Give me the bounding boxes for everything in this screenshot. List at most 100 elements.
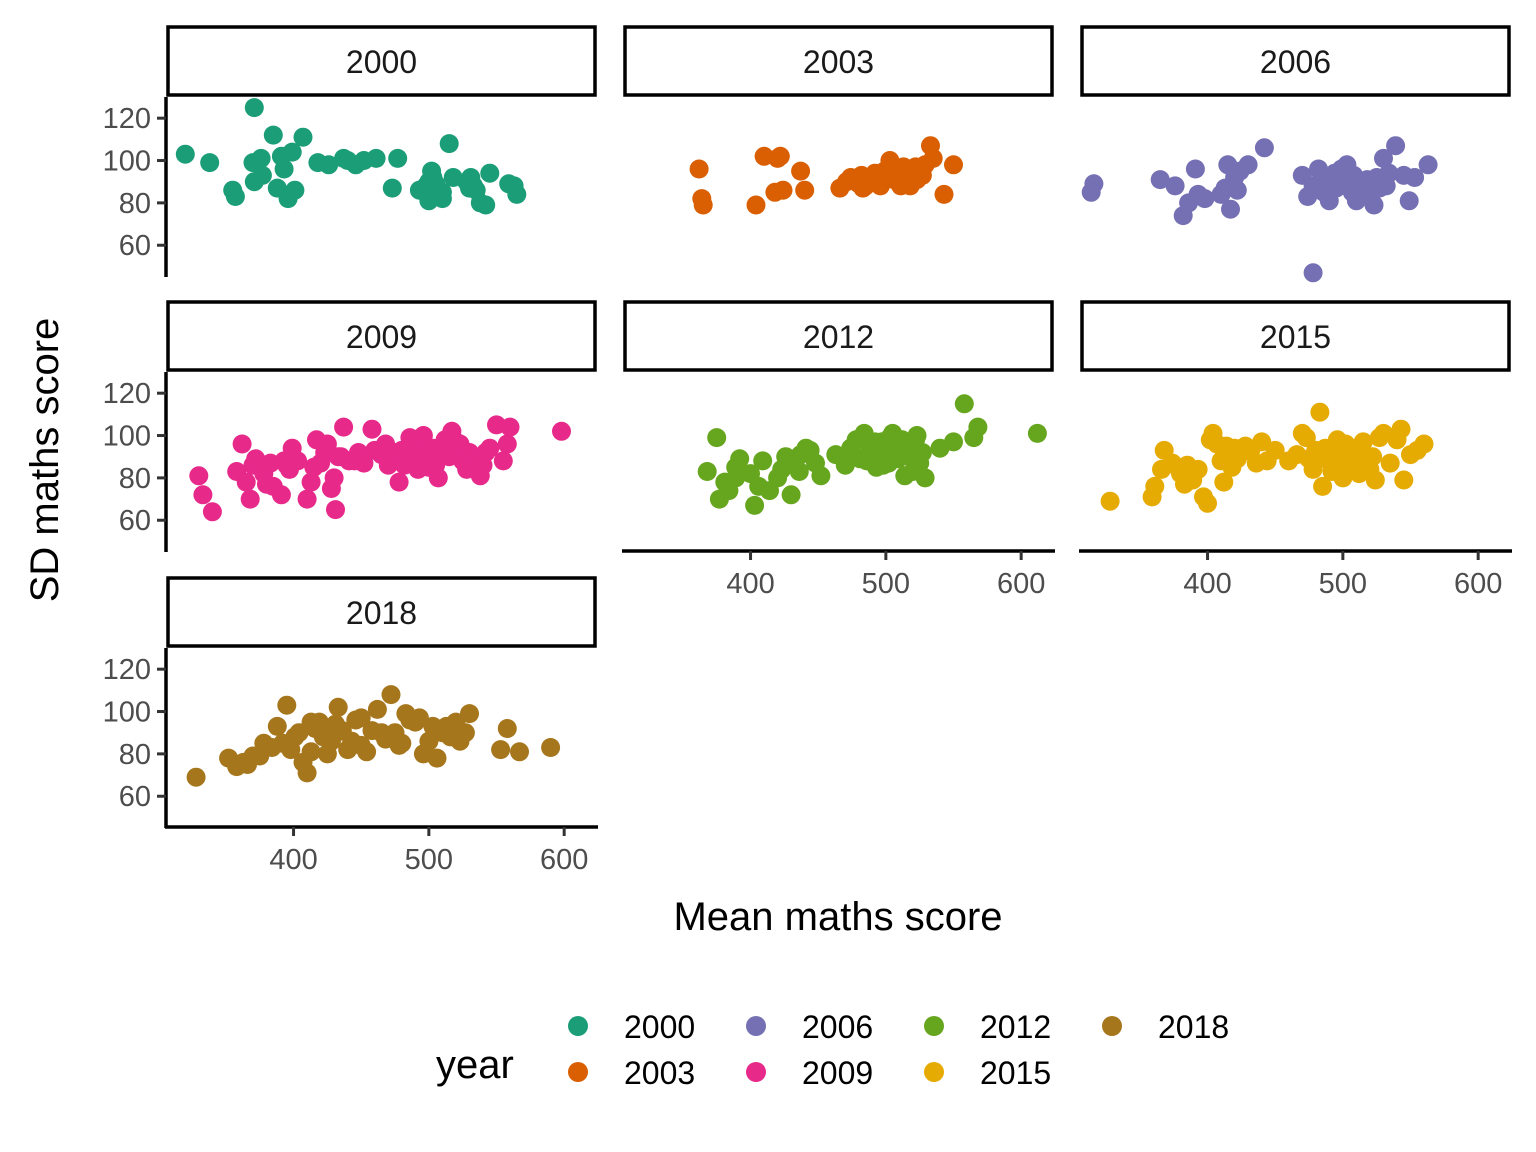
facet-panel-2018: 2018 60 80 100 120 400 500 600 xyxy=(103,576,598,876)
point-2009-74 xyxy=(493,451,513,471)
facet-strip-2000 xyxy=(166,25,597,97)
legend-key-2012 xyxy=(924,1016,944,1036)
point-2000-45 xyxy=(466,180,486,200)
point-2006-2 xyxy=(1150,170,1170,190)
point-2018-32 xyxy=(367,699,387,719)
point-2018-35 xyxy=(381,685,401,705)
facet-panel-2012: 2012 400 500 600 xyxy=(622,300,1055,600)
point-2006-46 xyxy=(1374,148,1393,168)
point-2018-56 xyxy=(510,742,529,762)
point-2000-5 xyxy=(263,125,283,145)
point-2003-3 xyxy=(746,195,766,215)
point-2006-14 xyxy=(1227,180,1247,200)
point-2009-36 xyxy=(362,419,382,439)
point-2006-53 xyxy=(1303,263,1323,283)
point-2012-0 xyxy=(697,462,717,481)
facet-strip-label-2006: 2006 xyxy=(1260,44,1331,80)
facet-strip-2018 xyxy=(166,576,597,648)
y-tick-label-2009-120: 120 xyxy=(103,378,151,410)
point-2012-54 xyxy=(944,432,963,452)
point-2009-8 xyxy=(246,449,266,469)
point-2003-10 xyxy=(795,180,815,200)
point-2006-3 xyxy=(1165,176,1185,196)
point-2003-0 xyxy=(689,159,709,179)
point-2018-44 xyxy=(419,731,439,751)
point-2009-27 xyxy=(324,468,344,488)
point-2009-20 xyxy=(301,472,321,492)
point-2009-6 xyxy=(240,489,260,509)
point-2018-54 xyxy=(491,740,511,760)
point-2015-47 xyxy=(1333,468,1353,488)
y-tick-label-2009-60: 60 xyxy=(119,505,151,537)
point-2018-60 xyxy=(351,735,371,755)
point-2012-57 xyxy=(968,417,988,437)
x-tick-label-2012-500: 500 xyxy=(862,568,910,600)
point-2009-77 xyxy=(552,421,571,441)
legend-label-2012: 2012 xyxy=(980,1009,1051,1045)
legend-key-2003 xyxy=(568,1062,588,1082)
point-2012-52 xyxy=(915,468,935,488)
facet-panel-2006: 2006 xyxy=(1080,25,1511,283)
point-2015-58 xyxy=(1365,470,1385,490)
point-2000-10 xyxy=(293,127,313,147)
y-tick-label-2000-80: 80 xyxy=(119,188,151,220)
point-2003-2 xyxy=(693,195,713,215)
point-2018-52 xyxy=(455,723,475,743)
point-2006-6 xyxy=(1185,159,1205,179)
point-2009-25 xyxy=(317,434,337,454)
facet-panel-2000: 2000 60 80 100 120 xyxy=(103,25,597,277)
point-2018-58 xyxy=(301,712,321,732)
x-tick-label-2012-600: 600 xyxy=(997,568,1045,600)
point-2000-19 xyxy=(439,134,459,154)
point-2018-57 xyxy=(541,738,561,757)
point-2015-68 xyxy=(1303,459,1323,479)
point-2000-17 xyxy=(366,148,386,168)
point-2009-76 xyxy=(500,417,520,437)
facet-panel-2009: 2009 60 80 100 120 xyxy=(103,300,597,552)
point-2000-1 xyxy=(200,153,220,173)
point-2015-54 xyxy=(1353,432,1373,452)
point-2009-75 xyxy=(497,434,517,454)
point-2006-51 xyxy=(1405,168,1425,187)
x-tick-label-2015-400: 400 xyxy=(1183,568,1231,600)
point-2012-8 xyxy=(745,495,765,515)
point-2009-5 xyxy=(236,472,256,492)
y-tick-label-2018-80: 80 xyxy=(119,739,151,771)
point-2006-54 xyxy=(1376,176,1396,196)
point-2000-18 xyxy=(388,148,408,168)
point-2018-38 xyxy=(392,733,412,753)
point-2015-11 xyxy=(1188,459,1208,479)
facet-strip-2003 xyxy=(623,25,1054,97)
y-tick-label-2018-120: 120 xyxy=(103,654,151,686)
point-2003-38 xyxy=(923,148,943,168)
point-2015-67 xyxy=(1414,434,1434,454)
x-tick-label-2015-500: 500 xyxy=(1319,568,1367,600)
point-2003-7 xyxy=(770,146,790,166)
point-2000-9 xyxy=(285,180,305,200)
point-2006-48 xyxy=(1386,136,1406,156)
point-2000-35 xyxy=(476,195,496,215)
facet-strip-label-2003: 2003 xyxy=(803,44,874,80)
y-tick-label-2009-80: 80 xyxy=(119,463,151,495)
facet-strip-label-2018: 2018 xyxy=(346,595,417,631)
legend-label-2018: 2018 xyxy=(1158,1009,1229,1045)
point-2018-59 xyxy=(324,725,344,745)
legend-key-2009 xyxy=(746,1062,766,1082)
x-axis-title: Mean maths score xyxy=(673,895,1002,939)
point-2018-16 xyxy=(297,763,317,783)
point-2000-12 xyxy=(319,155,339,175)
y-tick-label-2009-100: 100 xyxy=(103,421,151,453)
point-2018-42 xyxy=(409,708,429,728)
x-tick-label-2012-400: 400 xyxy=(726,568,774,600)
point-2006-43 xyxy=(1364,195,1384,215)
point-2018-53 xyxy=(460,704,479,724)
point-2015-30 xyxy=(1265,440,1285,460)
point-2009-13 xyxy=(271,485,291,505)
point-2015-18 xyxy=(1214,472,1234,492)
point-2018-55 xyxy=(497,719,517,738)
point-2012-51 xyxy=(912,443,932,462)
point-2018-46 xyxy=(427,748,447,768)
point-2000-47 xyxy=(480,163,500,183)
point-2012-23 xyxy=(835,455,855,475)
